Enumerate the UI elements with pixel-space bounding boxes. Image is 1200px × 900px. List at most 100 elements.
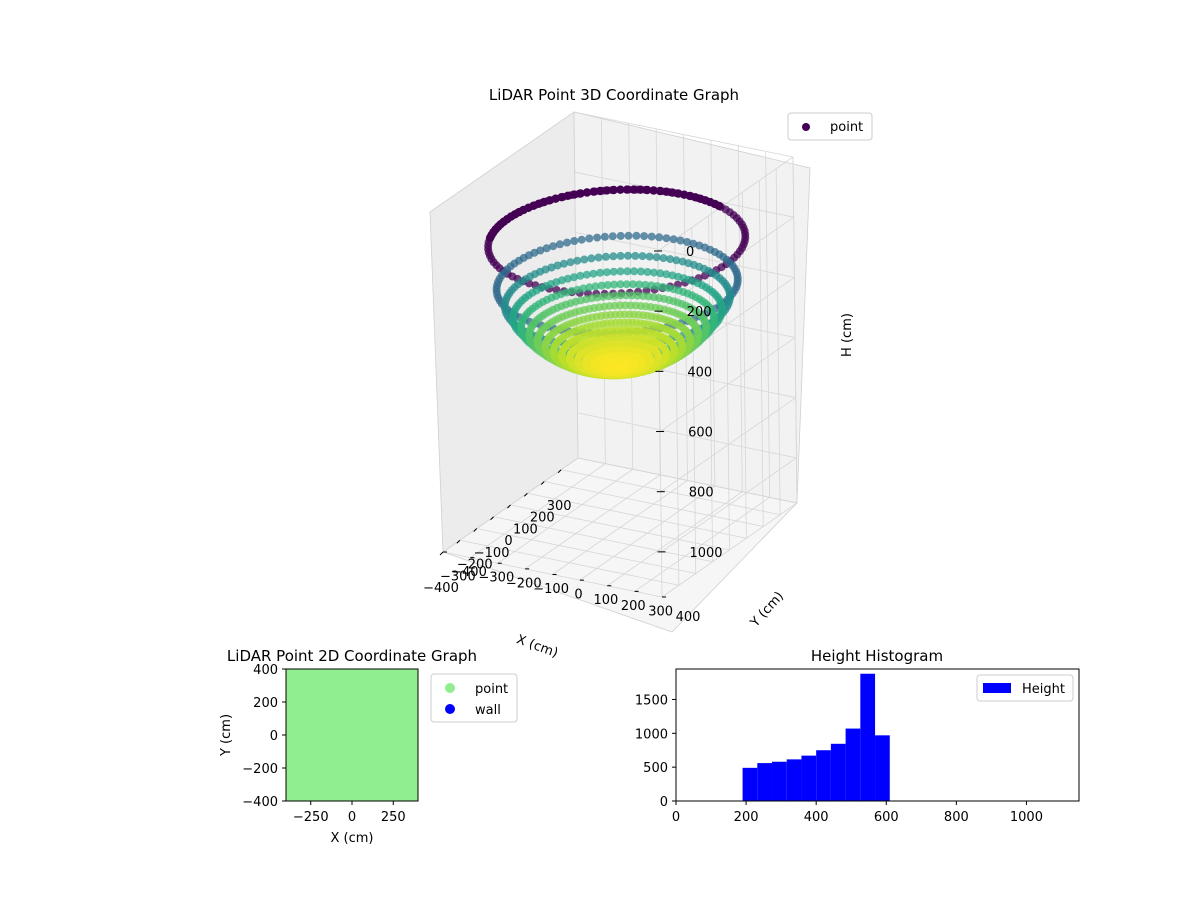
y-tick-3d: 400	[676, 610, 701, 625]
bowl-point	[609, 252, 618, 261]
bowl-point	[640, 232, 649, 241]
bowl-point	[563, 274, 572, 283]
legend-swatch-point-2d	[445, 683, 455, 693]
bowl-point	[641, 280, 650, 289]
bowl-point	[622, 280, 631, 289]
bowl-points	[484, 185, 750, 380]
bowl-point	[668, 271, 677, 280]
chart-title-2d: LiDAR Point 2D Coordinate Graph	[227, 647, 477, 665]
plot-3d: LiDAR Point 3D Coordinate Graph −400−300…	[423, 86, 873, 661]
bowl-point	[553, 261, 562, 270]
x-tick-hist: 800	[944, 810, 969, 825]
plot-histogram: Height Histogram 0 200 400 600 800 1000 0 500 10…	[635, 647, 1080, 825]
bowl-point	[597, 281, 606, 290]
x-tick-2d: 0	[348, 810, 356, 825]
bowl-rim-point	[662, 187, 671, 196]
z-axis-label-3d: H (cm)	[840, 313, 855, 357]
x-axis-label-3d: X (cm)	[514, 632, 560, 661]
ticks-2d: −250 0 250 400 200 0 −200 −400	[242, 663, 405, 825]
x-tick-3d: −100	[474, 546, 510, 561]
bowl-point	[610, 291, 619, 300]
z-tick-3d: 800	[689, 486, 714, 501]
y-tick-3d: −200	[506, 576, 542, 591]
legend-2d: point wall	[430, 673, 518, 723]
bowl-point	[643, 268, 652, 276]
x-tick-3d: 100	[513, 522, 538, 537]
y-tick-3d: −100	[533, 582, 569, 597]
bowl-point	[616, 291, 625, 300]
z-tick-3d: 600	[688, 426, 713, 441]
x-tick-2d: 250	[381, 810, 406, 825]
bowl-point	[559, 259, 568, 268]
bowl-point	[566, 258, 575, 267]
bowl-point	[633, 291, 642, 300]
y-tick-hist: 0	[660, 795, 668, 810]
bowl-point	[587, 322, 596, 331]
bowl-point	[602, 268, 611, 277]
histogram-bars	[742, 673, 890, 801]
y-tick-2d: 0	[270, 729, 278, 744]
bowl-point	[594, 253, 603, 262]
bowl-point	[570, 273, 578, 282]
legend-swatch-wall-2d	[445, 704, 455, 714]
bowl-point	[542, 244, 551, 253]
bowl-rim-point	[563, 191, 572, 200]
bowl-rim-point	[714, 201, 724, 211]
bowl-point	[669, 235, 678, 244]
y-tick-2d: −200	[242, 762, 278, 777]
z-tick-3d: 1000	[689, 546, 722, 561]
bowl-point	[536, 246, 545, 255]
bowl-point	[629, 280, 637, 289]
bowl-rim-point	[649, 186, 658, 195]
bowl-point	[659, 254, 668, 263]
bowl-point	[695, 241, 704, 250]
plot-2d: LiDAR Point 2D Coordinate Graph −250 0 250…	[219, 647, 518, 846]
bowl-point	[652, 253, 661, 262]
x-tick-hist: 0	[672, 810, 680, 825]
bowl-point	[573, 285, 582, 294]
x-tick-3d: −200	[457, 558, 493, 573]
histogram-bar	[816, 750, 831, 801]
bowl-point	[610, 280, 619, 289]
bowl-point	[590, 329, 599, 337]
bowl-point	[616, 231, 625, 240]
bowl-point	[577, 235, 586, 244]
y-tick-hist: 1000	[635, 727, 668, 742]
bowl-rim-point	[576, 189, 585, 198]
bowl-point	[549, 242, 558, 251]
bowl-point	[638, 252, 647, 261]
legend-label-wall-2d: wall	[475, 703, 501, 718]
bowl-point	[563, 238, 571, 247]
bowl-point	[603, 281, 612, 289]
bowl-point	[656, 269, 665, 278]
bowl-point	[601, 252, 610, 261]
y-tick-3d: 100	[593, 593, 618, 608]
histogram-bar	[845, 728, 861, 801]
histogram-bar	[860, 673, 876, 801]
chart-title-hist: Height Histogram	[811, 647, 943, 665]
x-axis-label-2d: X (cm)	[331, 831, 374, 846]
bowl-rim-point	[589, 187, 598, 196]
y-tick-2d: −400	[242, 795, 278, 810]
histogram-bar	[786, 759, 802, 801]
x-tick-hist: 400	[804, 810, 829, 825]
bowl-point	[616, 251, 625, 260]
bowl-rim-point	[642, 185, 652, 195]
bowl-point	[624, 251, 632, 260]
chart-title-3d: LiDAR Point 3D Coordinate Graph	[489, 86, 739, 104]
bowl-rim-point	[602, 186, 612, 195]
bowl-point	[683, 238, 692, 246]
bowl-point	[609, 267, 618, 276]
bowl-point	[650, 268, 658, 277]
bowl-point	[666, 255, 675, 264]
bowl-point	[630, 267, 639, 276]
y-axis-label-3d: Y (cm)	[747, 589, 787, 631]
bowl-point	[647, 232, 656, 241]
x-tick-3d: −300	[440, 569, 476, 584]
legend-label-height: Height	[1022, 682, 1065, 697]
bowl-point	[636, 267, 645, 276]
bowl-rim-point	[674, 189, 683, 198]
y-tick-hist: 1500	[635, 693, 668, 708]
bowl-point	[645, 252, 654, 261]
